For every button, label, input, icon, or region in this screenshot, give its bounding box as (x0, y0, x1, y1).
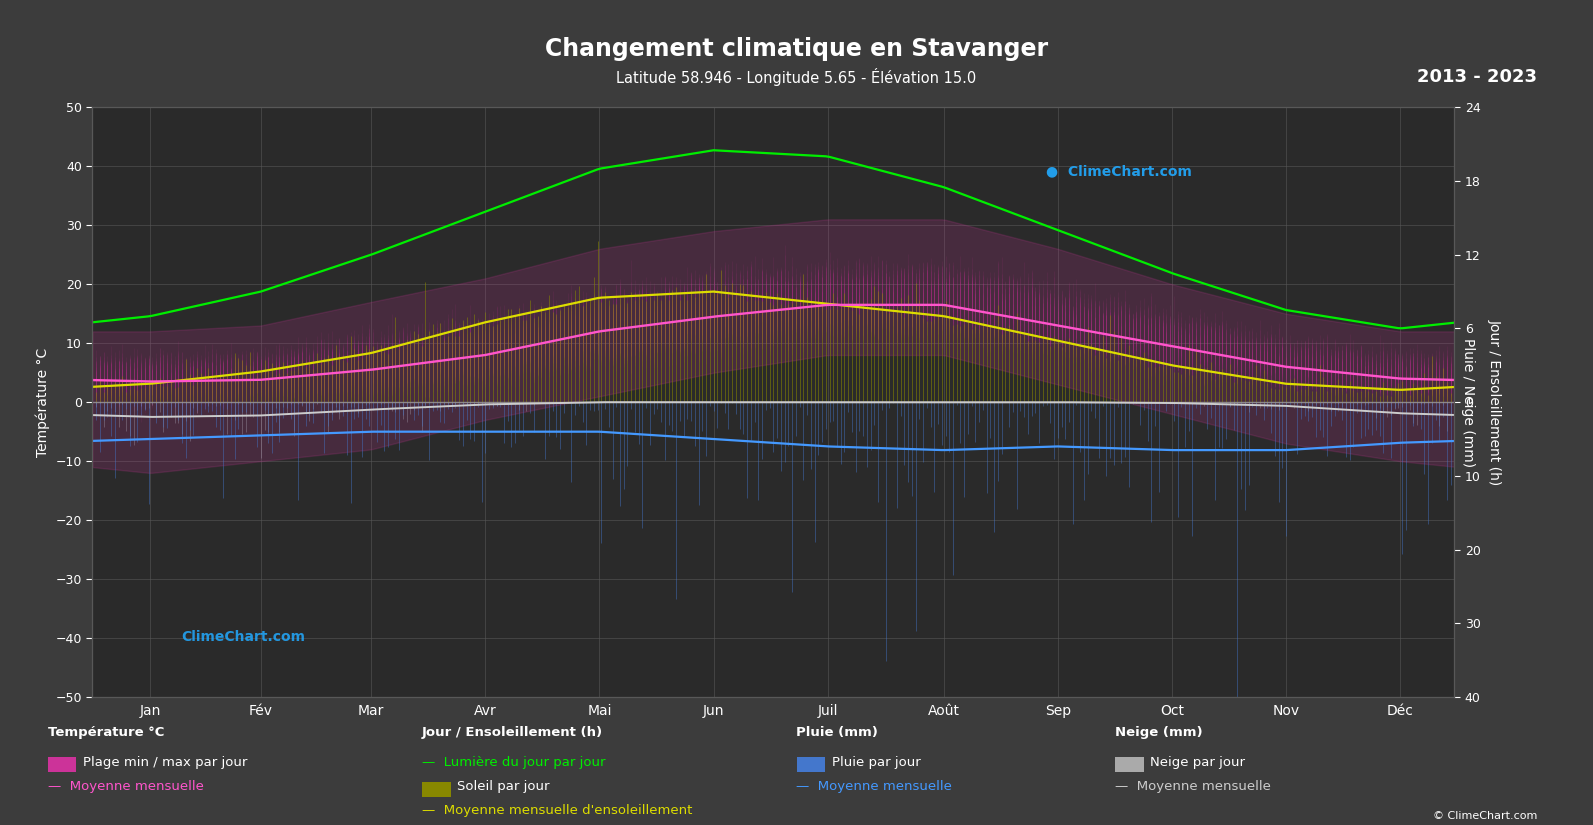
Text: © ClimeChart.com: © ClimeChart.com (1432, 811, 1537, 821)
Text: —  Lumière du jour par jour: — Lumière du jour par jour (422, 756, 605, 769)
Y-axis label: Température °C: Température °C (35, 347, 49, 457)
Text: Jour / Ensoleillement (h): Jour / Ensoleillement (h) (422, 726, 604, 739)
Text: Plage min / max par jour: Plage min / max par jour (83, 756, 247, 769)
Text: Latitude 58.946 - Longitude 5.65 - Élévation 15.0: Latitude 58.946 - Longitude 5.65 - Éléva… (616, 68, 977, 86)
Text: ●  ClimeChart.com: ● ClimeChart.com (1047, 164, 1192, 178)
Text: —  Moyenne mensuelle: — Moyenne mensuelle (1115, 780, 1271, 794)
Text: Pluie par jour: Pluie par jour (832, 756, 921, 769)
Y-axis label: Jour / Ensoleillement (h): Jour / Ensoleillement (h) (1488, 319, 1502, 485)
Text: —  Moyenne mensuelle: — Moyenne mensuelle (796, 780, 953, 794)
Y-axis label: Pluie / Neige (mm): Pluie / Neige (mm) (1461, 337, 1475, 467)
Text: —  Moyenne mensuelle d'ensoleillement: — Moyenne mensuelle d'ensoleillement (422, 804, 693, 818)
Text: —  Moyenne mensuelle: — Moyenne mensuelle (48, 780, 204, 794)
Text: Température °C: Température °C (48, 726, 164, 739)
Text: Neige par jour: Neige par jour (1150, 756, 1246, 769)
Text: Changement climatique en Stavanger: Changement climatique en Stavanger (545, 37, 1048, 61)
Text: 2013 - 2023: 2013 - 2023 (1418, 68, 1537, 86)
Text: Neige (mm): Neige (mm) (1115, 726, 1203, 739)
Text: Pluie (mm): Pluie (mm) (796, 726, 878, 739)
Text: ClimeChart.com: ClimeChart.com (182, 630, 304, 644)
Text: Soleil par jour: Soleil par jour (457, 780, 550, 794)
